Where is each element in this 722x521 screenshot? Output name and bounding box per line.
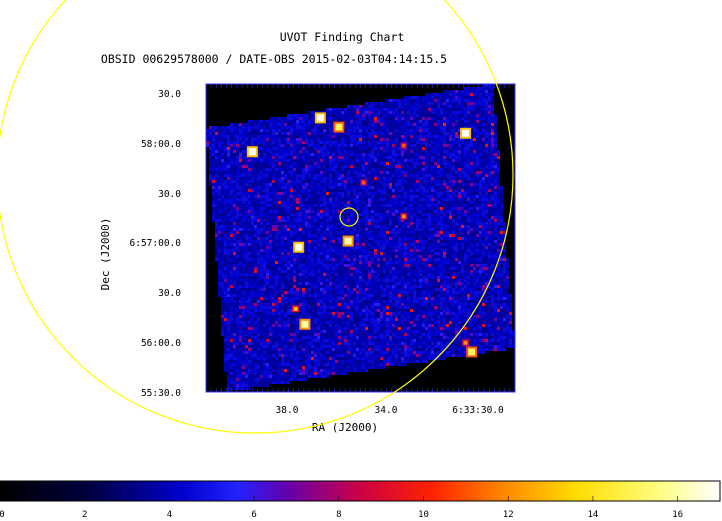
- colorbar-ticks: 0 2 4 6 8 10 12 14 16: [0, 496, 683, 520]
- source-src-11: [299, 318, 311, 330]
- source-src-7: [400, 212, 408, 220]
- field-of-view-circle: [0, 0, 514, 434]
- source-src-9: [342, 235, 354, 247]
- source-src-5: [400, 142, 408, 150]
- source-src-1: [314, 112, 326, 124]
- source-src-13: [462, 339, 470, 347]
- sources-layer: [246, 112, 478, 358]
- x-axis-label: RA (J2000): [312, 421, 378, 434]
- source-src-3: [460, 127, 472, 139]
- x-tick-label: 38.0: [276, 405, 299, 416]
- colorbar: [0, 480, 721, 502]
- y-tick-label: 58:00.0: [141, 139, 181, 150]
- source-src-10: [292, 305, 300, 313]
- colorbar-tick-label: 0: [0, 510, 5, 520]
- colorbar-tick-label: 8: [336, 510, 341, 520]
- target-circle: [339, 207, 359, 227]
- y-tick-label: 30.0: [158, 288, 181, 299]
- source-src-8: [293, 241, 305, 253]
- source-src-4: [246, 146, 258, 158]
- colorbar-tick-label: 4: [167, 510, 172, 520]
- axis-tickmarks: [205, 84, 516, 392]
- y-tick-label: 6:57:00.0: [130, 238, 182, 249]
- source-src-2: [333, 121, 345, 133]
- colorbar-tick-label: 16: [672, 510, 683, 520]
- chart-subtitle: OBSID 00629578000 / DATE-OBS 2015-02-03T…: [101, 52, 447, 66]
- colorbar-tick-label: 2: [82, 510, 87, 520]
- colorbar-tick-label: 10: [418, 510, 429, 520]
- source-src-12: [466, 346, 478, 358]
- chart-title: UVOT Finding Chart: [280, 30, 405, 44]
- y-tick-label: 55:30.0: [141, 388, 181, 399]
- source-src-6: [360, 179, 368, 187]
- x-tick-label: 34.0: [375, 405, 398, 416]
- x-tick-label: 6:33:30.0: [452, 405, 504, 416]
- colorbar-tick-label: 12: [503, 510, 514, 520]
- colorbar-tick-label: 14: [588, 510, 599, 520]
- colorbar-tick-label: 6: [251, 510, 256, 520]
- y-tick-label: 30.0: [158, 89, 181, 100]
- y-axis-label: Dec (J2000): [99, 218, 112, 291]
- y-tick-label: 56:00.0: [141, 338, 181, 349]
- y-tick-label: 30.0: [158, 189, 181, 200]
